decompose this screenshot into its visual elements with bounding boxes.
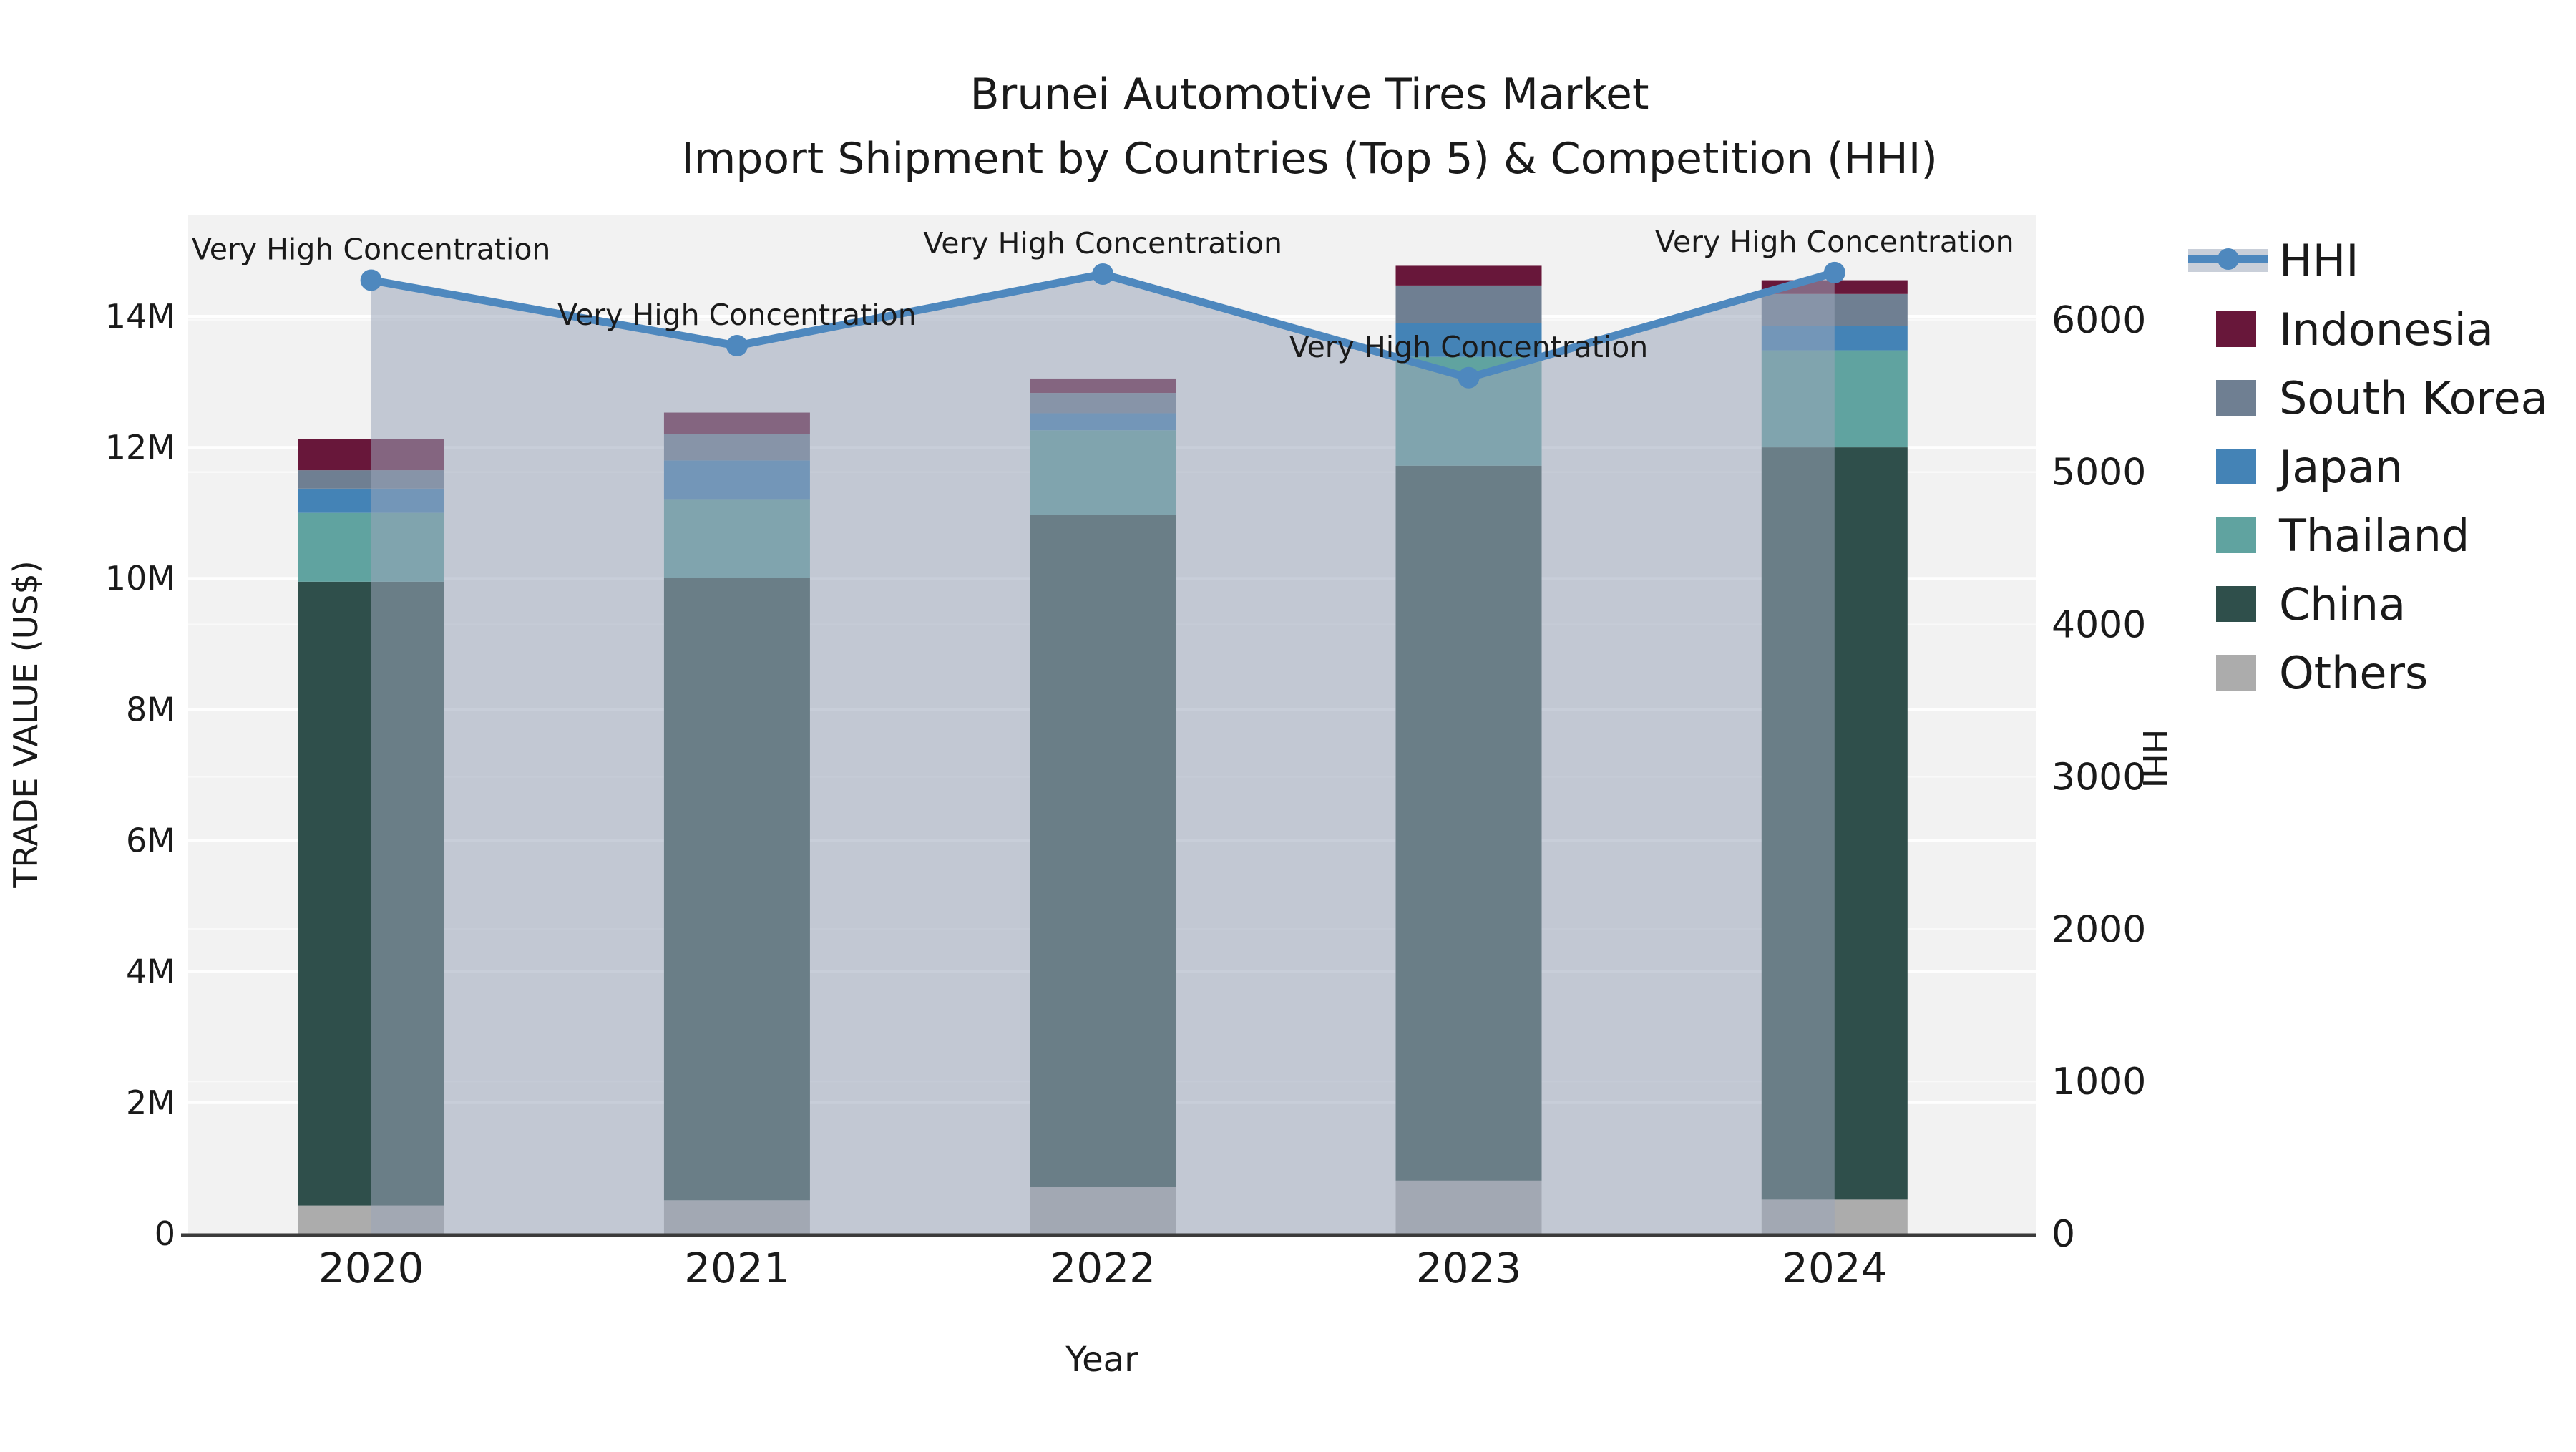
chart-title-line2: Import Shipment by Countries (Top 5) & C… <box>681 134 1938 184</box>
hhi-marker-2021 <box>726 335 748 357</box>
y-right-tick-4000: 4000 <box>2051 604 2146 647</box>
annotation-2022: Very High Concentration <box>923 226 1282 260</box>
bar-segment-japan-2023 <box>1395 323 1542 357</box>
legend-label-hhi: HHI <box>2279 235 2359 287</box>
legend-label-japan: Japan <box>2276 441 2403 493</box>
y-left-tick-2M: 2M <box>126 1083 175 1122</box>
hhi-area-fill-layer <box>371 272 1835 1234</box>
x-tick-2023: 2023 <box>1416 1244 1522 1292</box>
y-right-tick-3000: 3000 <box>2051 756 2146 799</box>
y-right-tick-0: 0 <box>2051 1213 2075 1256</box>
hhi-marker-2023 <box>1458 366 1480 389</box>
hhi-area-fill <box>371 272 1835 1234</box>
hhi-line-layer <box>360 261 1845 389</box>
y-right-tick-5000: 5000 <box>2051 452 2146 494</box>
y-left-tick-0: 0 <box>155 1214 175 1253</box>
y-right-axis-label: HHI <box>2135 729 2174 789</box>
x-tick-2020: 2020 <box>318 1244 424 1292</box>
legend-label-indonesia: Indonesia <box>2279 303 2494 356</box>
y-left-tick-10M: 10M <box>105 559 175 598</box>
y-left-tick-14M: 14M <box>105 297 175 336</box>
annotation-2023: Very High Concentration <box>1289 330 1649 364</box>
y-left-tick-6M: 6M <box>126 822 175 860</box>
annotation-2024: Very High Concentration <box>1655 225 2014 259</box>
x-tick-2022: 2022 <box>1050 1244 1156 1292</box>
hhi-marker-2024 <box>1823 261 1845 283</box>
annotation-2020: Very High Concentration <box>192 233 551 267</box>
bar-segment-south-korea-2023 <box>1395 285 1542 323</box>
legend-swatch-thailand <box>2216 517 2256 553</box>
x-axis-label: Year <box>1065 1340 1138 1380</box>
legend-swatch-china <box>2216 586 2256 622</box>
y-left-tick-8M: 8M <box>126 690 175 729</box>
y-right-tick-1000: 1000 <box>2051 1061 2146 1103</box>
y-left-axis-label: TRADE VALUE (US$) <box>6 560 45 888</box>
tick-label-layer: 0 2M 4M 6M 8M 10M 12M 14M 0 1000 2000 3000 4000 5000 6… <box>105 297 2147 1292</box>
legend-label-china: China <box>2279 578 2406 630</box>
legend-swatch-south-korea <box>2216 380 2256 416</box>
hhi-marker-2022 <box>1092 263 1114 286</box>
bar-segment-indonesia-2023 <box>1395 265 1542 286</box>
x-tick-2021: 2021 <box>684 1244 790 1292</box>
hhi-marker-2020 <box>360 269 382 291</box>
legend-swatch-japan <box>2216 449 2256 484</box>
legend-label-others: Others <box>2279 647 2428 699</box>
legend-label-thailand: Thailand <box>2278 510 2469 562</box>
legend-swatch-others <box>2216 655 2256 691</box>
y-left-tick-4M: 4M <box>126 952 175 991</box>
legend-label-south-korea: South Korea <box>2279 372 2548 424</box>
y-left-tick-12M: 12M <box>105 428 175 467</box>
y-right-tick-2000: 2000 <box>2051 908 2146 951</box>
chart-title-line1: Brunei Automotive Tires Market <box>970 69 1649 120</box>
y-right-tick-6000: 6000 <box>2051 299 2146 342</box>
legend-swatch-indonesia <box>2216 311 2256 347</box>
annotation-2021: Very High Concentration <box>557 298 917 332</box>
legend-hhi-marker <box>2218 248 2239 270</box>
x-tick-2024: 2024 <box>1782 1244 1888 1292</box>
legend: HHI Indonesia South Korea Japan Thailand Chin… <box>2188 235 2548 699</box>
